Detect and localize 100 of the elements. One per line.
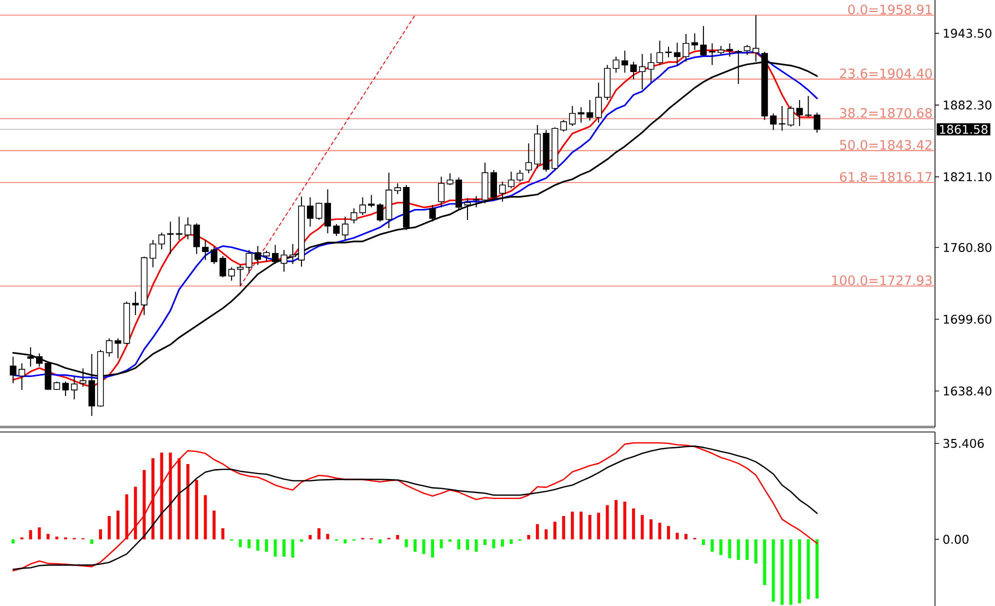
bar	[466, 539, 469, 550]
candlestick	[525, 142, 532, 174]
bar	[308, 534, 312, 540]
candlestick	[202, 239, 209, 261]
y-tick-label: 1821.10	[944, 172, 992, 182]
candlestick	[438, 176, 445, 208]
candlestick	[333, 224, 340, 237]
bar	[38, 527, 41, 540]
bar	[404, 539, 408, 548]
bar	[736, 539, 740, 560]
candlestick	[324, 188, 331, 234]
bar	[178, 458, 181, 540]
bar	[238, 539, 242, 548]
candlestick	[10, 356, 16, 384]
candlestick	[36, 352, 43, 368]
bar	[676, 532, 679, 540]
candlestick	[306, 196, 314, 228]
bar	[816, 539, 819, 598]
ref-line-label: 50.0=1843.42	[840, 140, 932, 150]
bar	[29, 530, 32, 540]
candlestick	[263, 250, 270, 262]
y-tick-label: 1943.50	[944, 28, 992, 38]
bar	[606, 505, 609, 540]
bar	[134, 486, 137, 540]
bar	[256, 539, 260, 551]
candlestick	[237, 264, 244, 287]
bar	[317, 528, 320, 540]
candlestick	[62, 381, 69, 397]
bar	[580, 512, 583, 540]
ref-line-label: 0.0=1958.91	[848, 4, 932, 14]
candlestick	[814, 112, 820, 134]
candlestick	[472, 196, 480, 208]
bar	[125, 494, 128, 540]
candlestick	[184, 216, 192, 240]
candlestick	[674, 42, 681, 66]
candlestick	[176, 216, 182, 240]
bar	[763, 539, 766, 586]
candlestick	[289, 243, 296, 265]
bar	[562, 516, 566, 540]
bar	[195, 480, 198, 540]
bar	[510, 539, 513, 544]
candlestick	[316, 202, 322, 220]
candlestick	[612, 56, 620, 74]
candlestick	[516, 169, 524, 182]
candlestick	[630, 61, 637, 80]
candlestick	[718, 45, 724, 56]
candlestick	[691, 32, 698, 50]
bar	[597, 512, 600, 540]
candlestick	[220, 255, 226, 278]
candlestick	[210, 246, 218, 265]
bar	[806, 539, 810, 600]
bar	[422, 539, 426, 554]
bar	[160, 452, 164, 540]
candlestick	[376, 202, 384, 222]
candlestick	[595, 82, 602, 124]
candlestick	[648, 52, 654, 84]
candlestick	[18, 362, 26, 390]
candlestick	[280, 249, 288, 272]
bar	[500, 539, 504, 547]
bar	[12, 539, 15, 544]
candlestick	[805, 96, 812, 118]
bar	[282, 539, 286, 557]
bar	[431, 539, 434, 558]
bar	[588, 514, 592, 540]
bar	[702, 539, 705, 546]
candlestick	[778, 105, 786, 132]
bar	[55, 536, 58, 540]
bar	[780, 539, 784, 605]
bar	[378, 539, 382, 544]
bar	[789, 539, 792, 605]
bar	[440, 539, 443, 548]
bar	[632, 508, 636, 540]
bar	[728, 539, 732, 558]
bar	[798, 539, 802, 604]
bar	[344, 539, 347, 544]
candlestick	[560, 119, 567, 132]
ref-line-label: 38.2=1870.68	[840, 108, 932, 118]
candlestick	[228, 266, 235, 282]
bar	[221, 528, 224, 540]
candlestick	[499, 181, 506, 202]
candlestick	[272, 244, 279, 265]
bar	[204, 495, 207, 540]
candlestick	[508, 171, 514, 189]
candlestick	[368, 194, 375, 208]
bar	[142, 470, 146, 540]
candlestick	[167, 221, 174, 254]
bar	[151, 458, 154, 540]
y-tick-label: 35.406	[943, 438, 984, 448]
candlestick	[70, 376, 78, 400]
bar	[536, 524, 539, 540]
y-tick-label: 0.00	[943, 534, 968, 544]
candlestick	[578, 106, 584, 124]
bar	[116, 510, 120, 540]
bar	[710, 539, 714, 552]
candlestick	[796, 100, 803, 127]
bar	[46, 534, 50, 540]
bar	[212, 510, 216, 540]
bar	[684, 534, 688, 540]
text: 1861.58	[940, 124, 988, 134]
bar	[484, 539, 486, 546]
